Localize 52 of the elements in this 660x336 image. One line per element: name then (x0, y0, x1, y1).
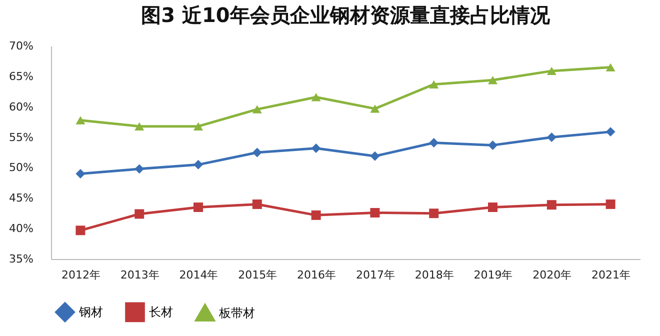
point (311, 143, 321, 153)
point (546, 132, 556, 142)
point (370, 104, 380, 113)
point (134, 209, 144, 219)
point (311, 210, 321, 220)
point (606, 127, 616, 137)
legend-label: 钢材 (78, 305, 103, 320)
x-tick-label: 2018年 (414, 268, 454, 282)
point (546, 66, 556, 76)
point (488, 140, 498, 150)
point (606, 199, 616, 209)
point (252, 148, 262, 158)
y-tick-label: 55% (9, 130, 34, 144)
point (252, 199, 262, 209)
point (194, 202, 203, 212)
x-tick-label: 2015年 (238, 268, 278, 282)
point (252, 105, 262, 114)
x-tick-label: 2019年 (474, 268, 513, 282)
point (194, 160, 203, 170)
legend-label: 板带材 (218, 306, 255, 320)
point (546, 200, 556, 210)
y-tick-label: 35% (9, 252, 34, 266)
x-tick-label: 2013年 (120, 268, 160, 282)
point (76, 226, 86, 236)
y-tick-label: 60% (9, 100, 34, 114)
point (134, 164, 144, 174)
y-tick-label: 65% (9, 70, 34, 83)
y-tick-label: 50% (9, 161, 34, 174)
x-tick-label: 2012年 (61, 268, 100, 282)
point (606, 63, 616, 72)
point (311, 93, 321, 102)
x-tick-label: 2021年 (592, 268, 631, 282)
x-tick-label: 2016年 (297, 268, 336, 282)
point (488, 202, 498, 212)
y-tick-label: 70% (9, 40, 34, 52)
x-tick-label: 2020年 (532, 268, 572, 282)
point (370, 151, 380, 161)
x-tick-label: 2017年 (356, 268, 395, 282)
point (134, 122, 144, 130)
y-tick-label: 40% (9, 222, 34, 236)
legend-label: 长材 (149, 305, 173, 320)
point (429, 138, 439, 148)
point (194, 122, 203, 130)
point (429, 80, 439, 88)
y-tick-label: 45% (9, 192, 34, 205)
point (488, 76, 498, 84)
point (76, 169, 86, 179)
point (429, 208, 439, 218)
x-tick-label: 2014年 (179, 268, 218, 282)
chart-title: 图3 近10年会员企业钢材资源量直接占比情况 (141, 3, 551, 27)
point (76, 116, 86, 124)
point (370, 208, 380, 218)
